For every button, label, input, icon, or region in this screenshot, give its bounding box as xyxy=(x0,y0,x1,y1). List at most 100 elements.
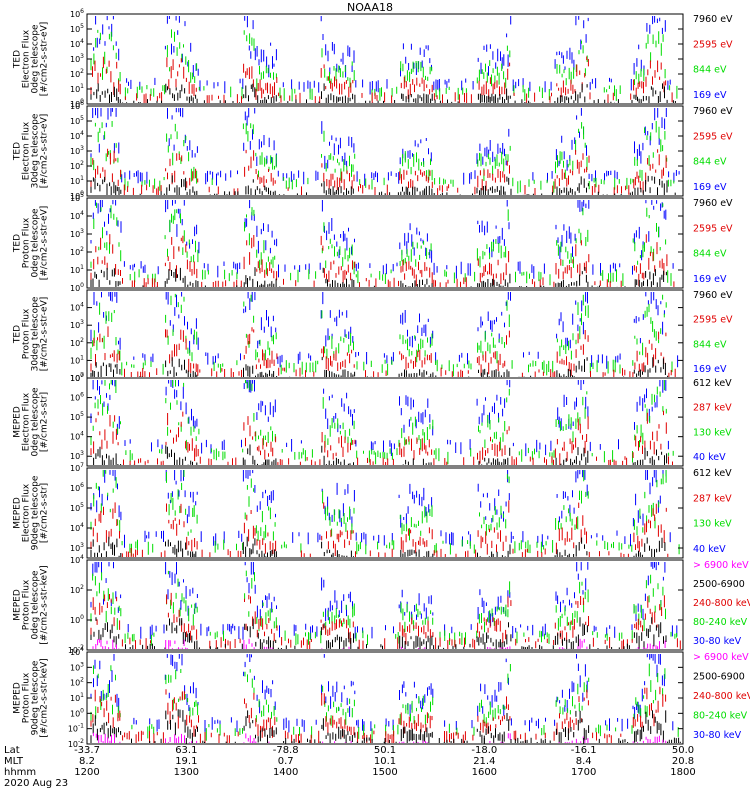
y-axis-label-line: [#/cm2-s-str-eV] xyxy=(40,206,50,281)
series-black xyxy=(90,617,667,649)
y-tick-label: 104 xyxy=(70,646,84,657)
channel-label: 30-80 keV xyxy=(693,636,742,647)
panel-5: 103 104 105 106 107 MEPEDElectron Flux0deg te… xyxy=(13,372,732,467)
x-tick-mlt: 8.2 xyxy=(79,756,95,767)
x-tick-lat: 50.1 xyxy=(374,745,396,756)
y-axis-label-line: TED xyxy=(13,142,23,161)
channel-label: 2595 eV xyxy=(693,131,733,142)
y-tick-label: 105 xyxy=(70,502,84,513)
y-axis-label: TEDProton Flux0deg telescope[#/cm2-s-str… xyxy=(13,206,50,281)
y-tick-label: 104 xyxy=(70,554,84,565)
series-red xyxy=(90,326,676,377)
chart-title: NOAA18 xyxy=(347,1,393,14)
y-tick-label: 105 xyxy=(70,115,84,126)
channel-label: 40 keV xyxy=(693,544,726,555)
x-tick-mlt: 20.8 xyxy=(672,756,694,767)
y-axis-label-line: 30deg telescope xyxy=(31,296,41,371)
series-blue xyxy=(90,380,669,457)
x-row-label-hhmm: hhmm xyxy=(4,767,36,778)
series-magenta xyxy=(92,638,666,649)
y-tick-label: 104 xyxy=(70,522,84,533)
x-tick-lat: 50.0 xyxy=(672,745,694,756)
y-axis-label-line: [#/cm2-s-str-keV] xyxy=(40,658,50,737)
series-blue xyxy=(90,562,678,640)
y-axis-label-line: 30deg telescope xyxy=(31,113,41,188)
x-tick-lat: -16.1 xyxy=(571,745,597,756)
series-green xyxy=(90,663,679,741)
panel-1: 100 101 102 103 104 105 106 TEDElectron Flux0de… xyxy=(13,8,734,109)
channel-label: 2595 eV xyxy=(693,315,733,326)
channel-label: 2595 eV xyxy=(693,39,733,50)
series-red xyxy=(90,410,673,465)
y-tick-label: 106 xyxy=(70,482,84,493)
x-row-label-lat: Lat xyxy=(4,745,20,756)
channel-label: 240-800 keV xyxy=(693,598,750,609)
x-tick-mlt: 0.7 xyxy=(278,756,294,767)
panel-frame xyxy=(86,559,684,651)
y-tick-label: 104 xyxy=(70,38,84,49)
x-row-label-mlt: MLT xyxy=(4,756,24,767)
y-tick-label: 101 xyxy=(70,692,84,703)
y-axis-label-line: [#/cm2-s-str] xyxy=(40,392,50,452)
y-tick-label: 10-2 xyxy=(68,738,84,749)
y-tick-label: 101 xyxy=(70,354,84,365)
y-axis-label-line: Proton Flux xyxy=(22,672,32,723)
x-tick-hhmm: 1200 xyxy=(74,767,99,778)
x-tick-lat: -18.0 xyxy=(471,745,497,756)
y-axis-label-line: MEPED xyxy=(13,406,23,438)
channel-label: 169 eV xyxy=(693,364,727,375)
y-tick-label: 103 xyxy=(70,542,84,553)
series-black xyxy=(90,709,681,743)
channel-label: 2500-6900 xyxy=(693,672,745,683)
y-axis-label-line: [#/cm2-s-str-eV] xyxy=(40,22,50,97)
y-tick-label: 101 xyxy=(70,175,84,186)
y-axis-label-line: MEPED xyxy=(13,497,23,529)
channel-label: 7960 eV xyxy=(693,106,733,117)
channel-label: 2500-6900 xyxy=(693,579,745,590)
panel-4: 100 101 102 103 104 TEDProton Flux30deg teles… xyxy=(13,289,733,383)
y-axis-label: MEPEDElectron Flux90deg telescope[#/cm2-… xyxy=(13,475,50,550)
series-blue xyxy=(90,292,679,369)
y-tick-label: 105 xyxy=(70,411,84,422)
y-axis-label-line: Electron Flux xyxy=(22,392,32,451)
series-black xyxy=(90,536,666,557)
channel-label: 130 keV xyxy=(693,519,732,530)
y-axis-label-line: Proton Flux xyxy=(22,217,32,268)
channel-label: 844 eV xyxy=(693,65,727,76)
y-tick-label: 10-2 xyxy=(68,644,84,655)
y-axis-label-line: 0deg telescope xyxy=(31,208,41,278)
panel-frame xyxy=(86,467,684,559)
channel-label: 169 eV xyxy=(693,182,727,193)
channel-label: 612 keV xyxy=(693,468,732,479)
x-tick-lat: -33.7 xyxy=(74,745,100,756)
panel-frame xyxy=(86,197,684,289)
y-tick-label: 106 xyxy=(70,8,84,19)
y-axis-label-line: [#/cm2-s-str-keV] xyxy=(40,565,50,644)
y-axis-label-line: MEPED xyxy=(13,682,23,714)
y-axis-label-line: 0deg telescope xyxy=(31,570,41,640)
y-tick-label: 105 xyxy=(70,192,84,203)
series-red xyxy=(90,592,681,649)
series-red xyxy=(90,148,667,195)
y-tick-label: 103 xyxy=(70,661,84,672)
series-red xyxy=(90,500,669,557)
y-axis-label-line: TED xyxy=(13,234,23,253)
y-tick-label: 102 xyxy=(70,677,84,688)
y-tick-label: 100 xyxy=(70,707,84,718)
y-tick-label: 104 xyxy=(70,130,84,141)
series-green xyxy=(90,121,675,194)
series-blue xyxy=(90,470,671,548)
series-blue xyxy=(90,654,674,733)
series-black xyxy=(90,356,669,377)
y-tick-label: 102 xyxy=(70,584,84,595)
channel-label: 7960 eV xyxy=(693,290,733,301)
x-tick-mlt: 21.4 xyxy=(473,756,495,767)
y-tick-label: 100 xyxy=(70,372,84,383)
channel-label: 80-240 keV xyxy=(693,617,748,628)
x-tick-hhmm: 1700 xyxy=(571,767,596,778)
y-tick-label: 103 xyxy=(70,319,84,330)
channel-label: 844 eV xyxy=(693,249,727,260)
channel-label: 612 keV xyxy=(693,378,732,389)
